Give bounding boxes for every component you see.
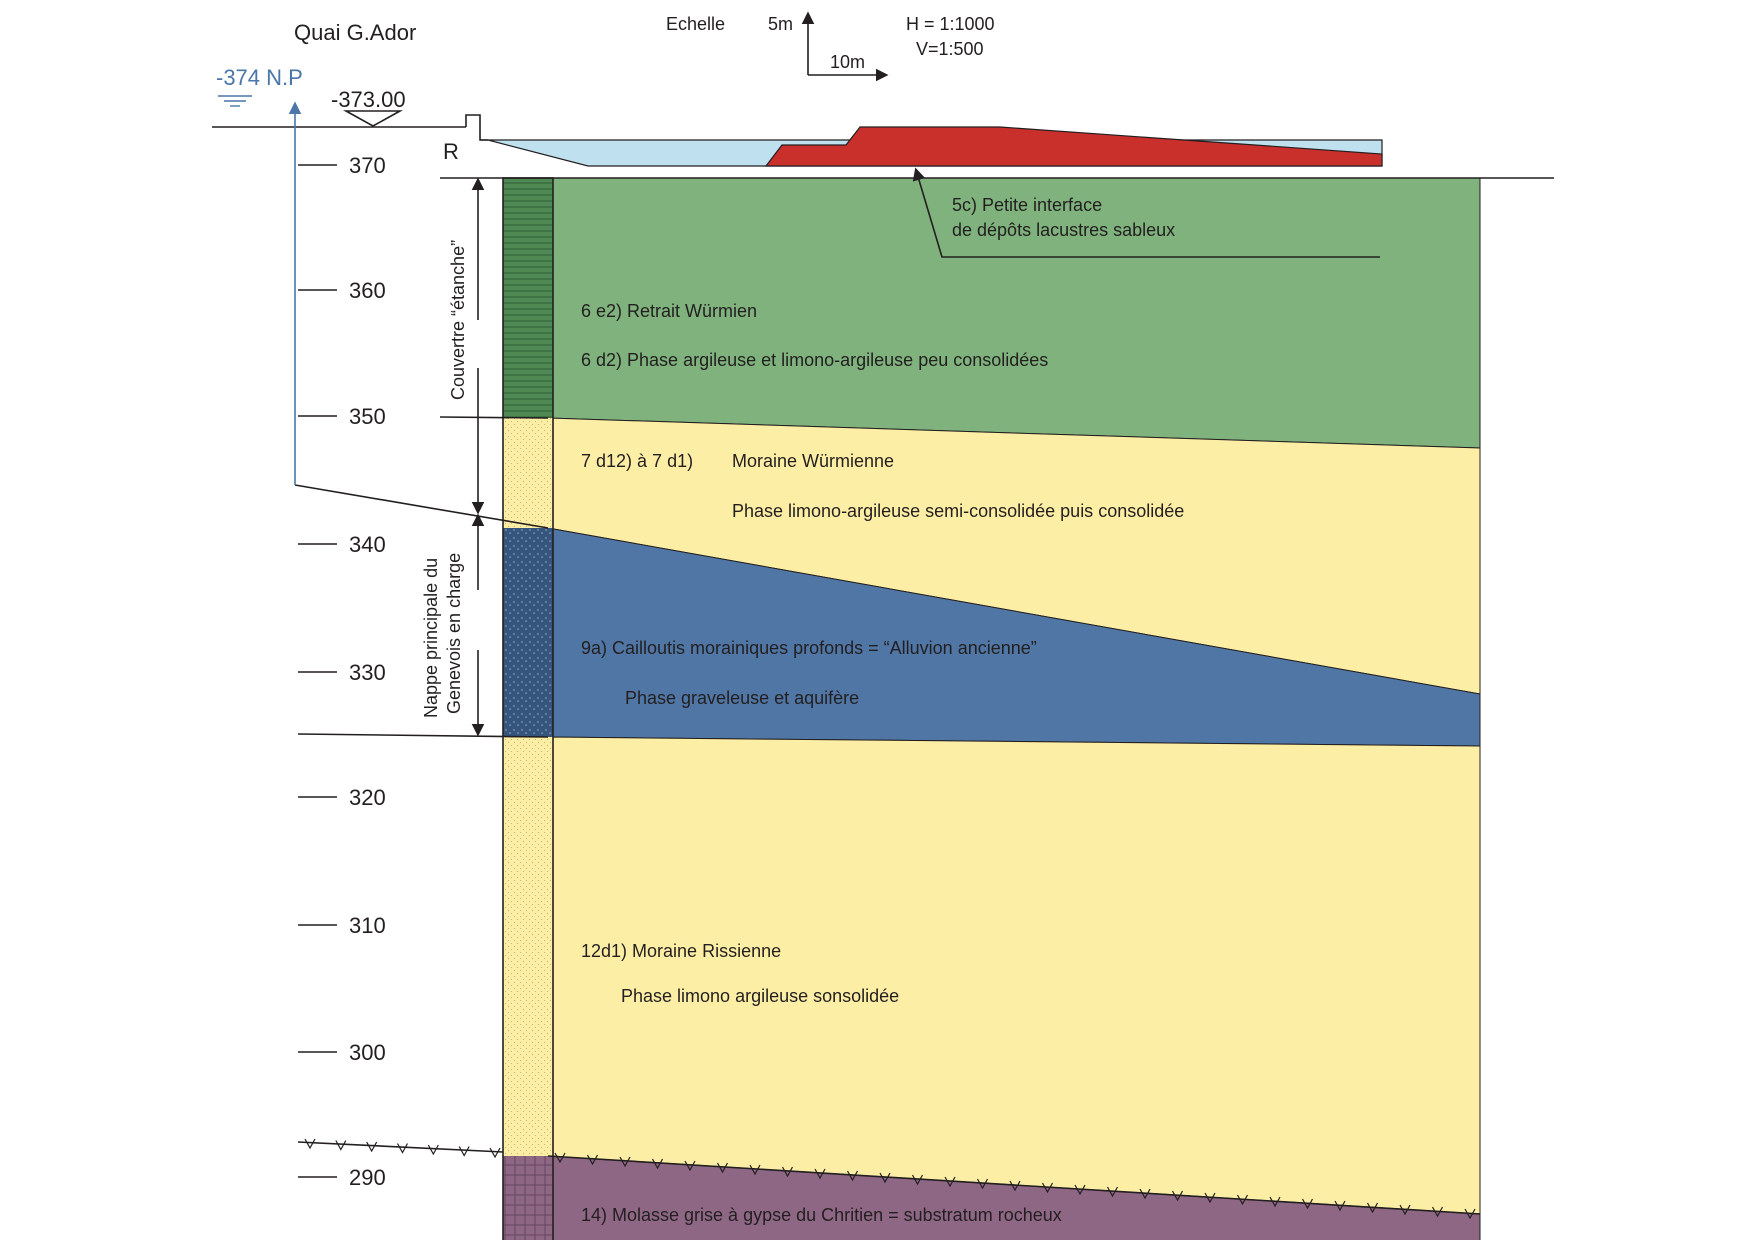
rock-symbol — [716, 1162, 729, 1174]
scale-bar — [801, 11, 889, 82]
depth-tick-330: 330 — [349, 660, 386, 685]
rock-symbol — [1236, 1194, 1249, 1206]
scale-horizontal-label: 10m — [830, 52, 865, 72]
aquifer-base-line — [297, 733, 549, 738]
annotation-5c-leader — [912, 167, 1380, 258]
borehole-column — [502, 177, 554, 1240]
rock-symbol — [1106, 1186, 1119, 1198]
scale-vertical-label: 5m — [768, 14, 793, 34]
blue-label-1: 9a) Cailloutis morainiques profonds = “A… — [581, 638, 1037, 658]
annotation-5c-line1: 5c) Petite interface — [952, 195, 1102, 215]
rock-symbol — [396, 1143, 409, 1154]
scale-title: Echelle — [666, 14, 725, 34]
rock-symbol — [1431, 1206, 1444, 1218]
quay-wall — [465, 114, 488, 141]
rock-symbol — [1139, 1188, 1151, 1200]
rock-symbol — [976, 1178, 989, 1190]
depth-tick-300: 300 — [349, 1040, 386, 1065]
location-title: Quai G.Ador — [294, 20, 416, 45]
moraine-name: Moraine Würmienne — [732, 451, 894, 471]
rock-symbol — [586, 1154, 599, 1166]
rock-symbol — [1171, 1190, 1184, 1202]
ground-level-marker — [342, 110, 404, 127]
riss-label-2: Phase limono argileuse sonsolidée — [621, 986, 899, 1006]
rock-symbol — [1366, 1202, 1379, 1214]
rock-symbol — [1041, 1182, 1054, 1194]
moraine-phase: Phase limono-argileuse semi-consolidée p… — [732, 501, 1184, 521]
rock-symbol — [1269, 1196, 1281, 1208]
rock-symbol — [1399, 1204, 1411, 1216]
rock-symbol — [304, 1138, 316, 1150]
lacustrine-deposits — [764, 126, 1383, 167]
rock-symbol — [619, 1156, 631, 1168]
depth-tick-350: 350 — [349, 404, 386, 429]
rock-symbol — [1334, 1200, 1346, 1212]
couverture-label: Couvertre “étanche” — [448, 240, 468, 400]
depth-tick-310: 310 — [349, 913, 386, 938]
depth-tick-370: 370 — [349, 153, 386, 178]
rock-symbol — [1074, 1184, 1086, 1196]
rock-symbol — [427, 1144, 439, 1156]
rock-symbol — [781, 1166, 794, 1178]
rock-symbol — [489, 1147, 501, 1159]
slope-line — [294, 484, 549, 529]
riss-label-1: 12d1) Moraine Rissienne — [581, 941, 781, 961]
rock-symbol — [1009, 1180, 1021, 1192]
road-label: R — [443, 139, 459, 164]
molasse-label: 14) Molasse grise à gypse du Chritien = … — [581, 1205, 1062, 1225]
rock-symbol — [846, 1170, 859, 1182]
depth-scale: 370 360 350 340 330 320 310 300 290 — [298, 153, 386, 1190]
ground-level-label: -373.00 — [331, 87, 406, 112]
annotation-5c-line2: de dépôts lacustres sableux — [952, 220, 1175, 240]
rock-symbol — [554, 1152, 566, 1164]
water-level-symbol — [218, 95, 252, 107]
layer-moraine-rissienne — [547, 736, 1481, 1215]
depth-tick-340: 340 — [349, 532, 386, 557]
green-label-1: 6 e2) Retrait Würmien — [581, 301, 757, 321]
rock-symbol — [684, 1160, 696, 1172]
depth-tick-290: 290 — [349, 1165, 386, 1190]
depth-tick-360: 360 — [349, 278, 386, 303]
rock-symbol — [651, 1158, 664, 1170]
rock-symbol — [458, 1146, 470, 1157]
rock-symbol — [1204, 1192, 1216, 1204]
substratum-line — [297, 1138, 1481, 1220]
scale-v-ratio: V=1:500 — [916, 39, 984, 59]
rock-symbol — [749, 1164, 761, 1176]
green-label-2: 6 d2) Phase argileuse et limono-argileus… — [581, 350, 1048, 370]
nappe-label-line2: Genevois en charge — [444, 553, 464, 714]
rock-symbol — [335, 1140, 347, 1151]
blue-label-2: Phase graveleuse et aquifère — [625, 688, 859, 708]
water-level-label: -374 N.P — [216, 65, 303, 90]
moraine-top-line — [439, 416, 549, 419]
nappe-label-line1: Nappe principale du — [421, 558, 441, 718]
rock-symbol — [366, 1141, 378, 1153]
rock-symbol — [911, 1174, 924, 1186]
moraine-code: 7 d12) à 7 d1) — [581, 451, 693, 471]
scale-h-ratio: H = 1:1000 — [906, 14, 995, 34]
rock-symbol — [814, 1168, 826, 1180]
rock-symbol — [1301, 1198, 1314, 1210]
rock-symbol — [1464, 1208, 1476, 1220]
depth-tick-320: 320 — [349, 785, 386, 810]
rock-symbol — [879, 1172, 891, 1184]
rock-symbol — [944, 1176, 956, 1188]
